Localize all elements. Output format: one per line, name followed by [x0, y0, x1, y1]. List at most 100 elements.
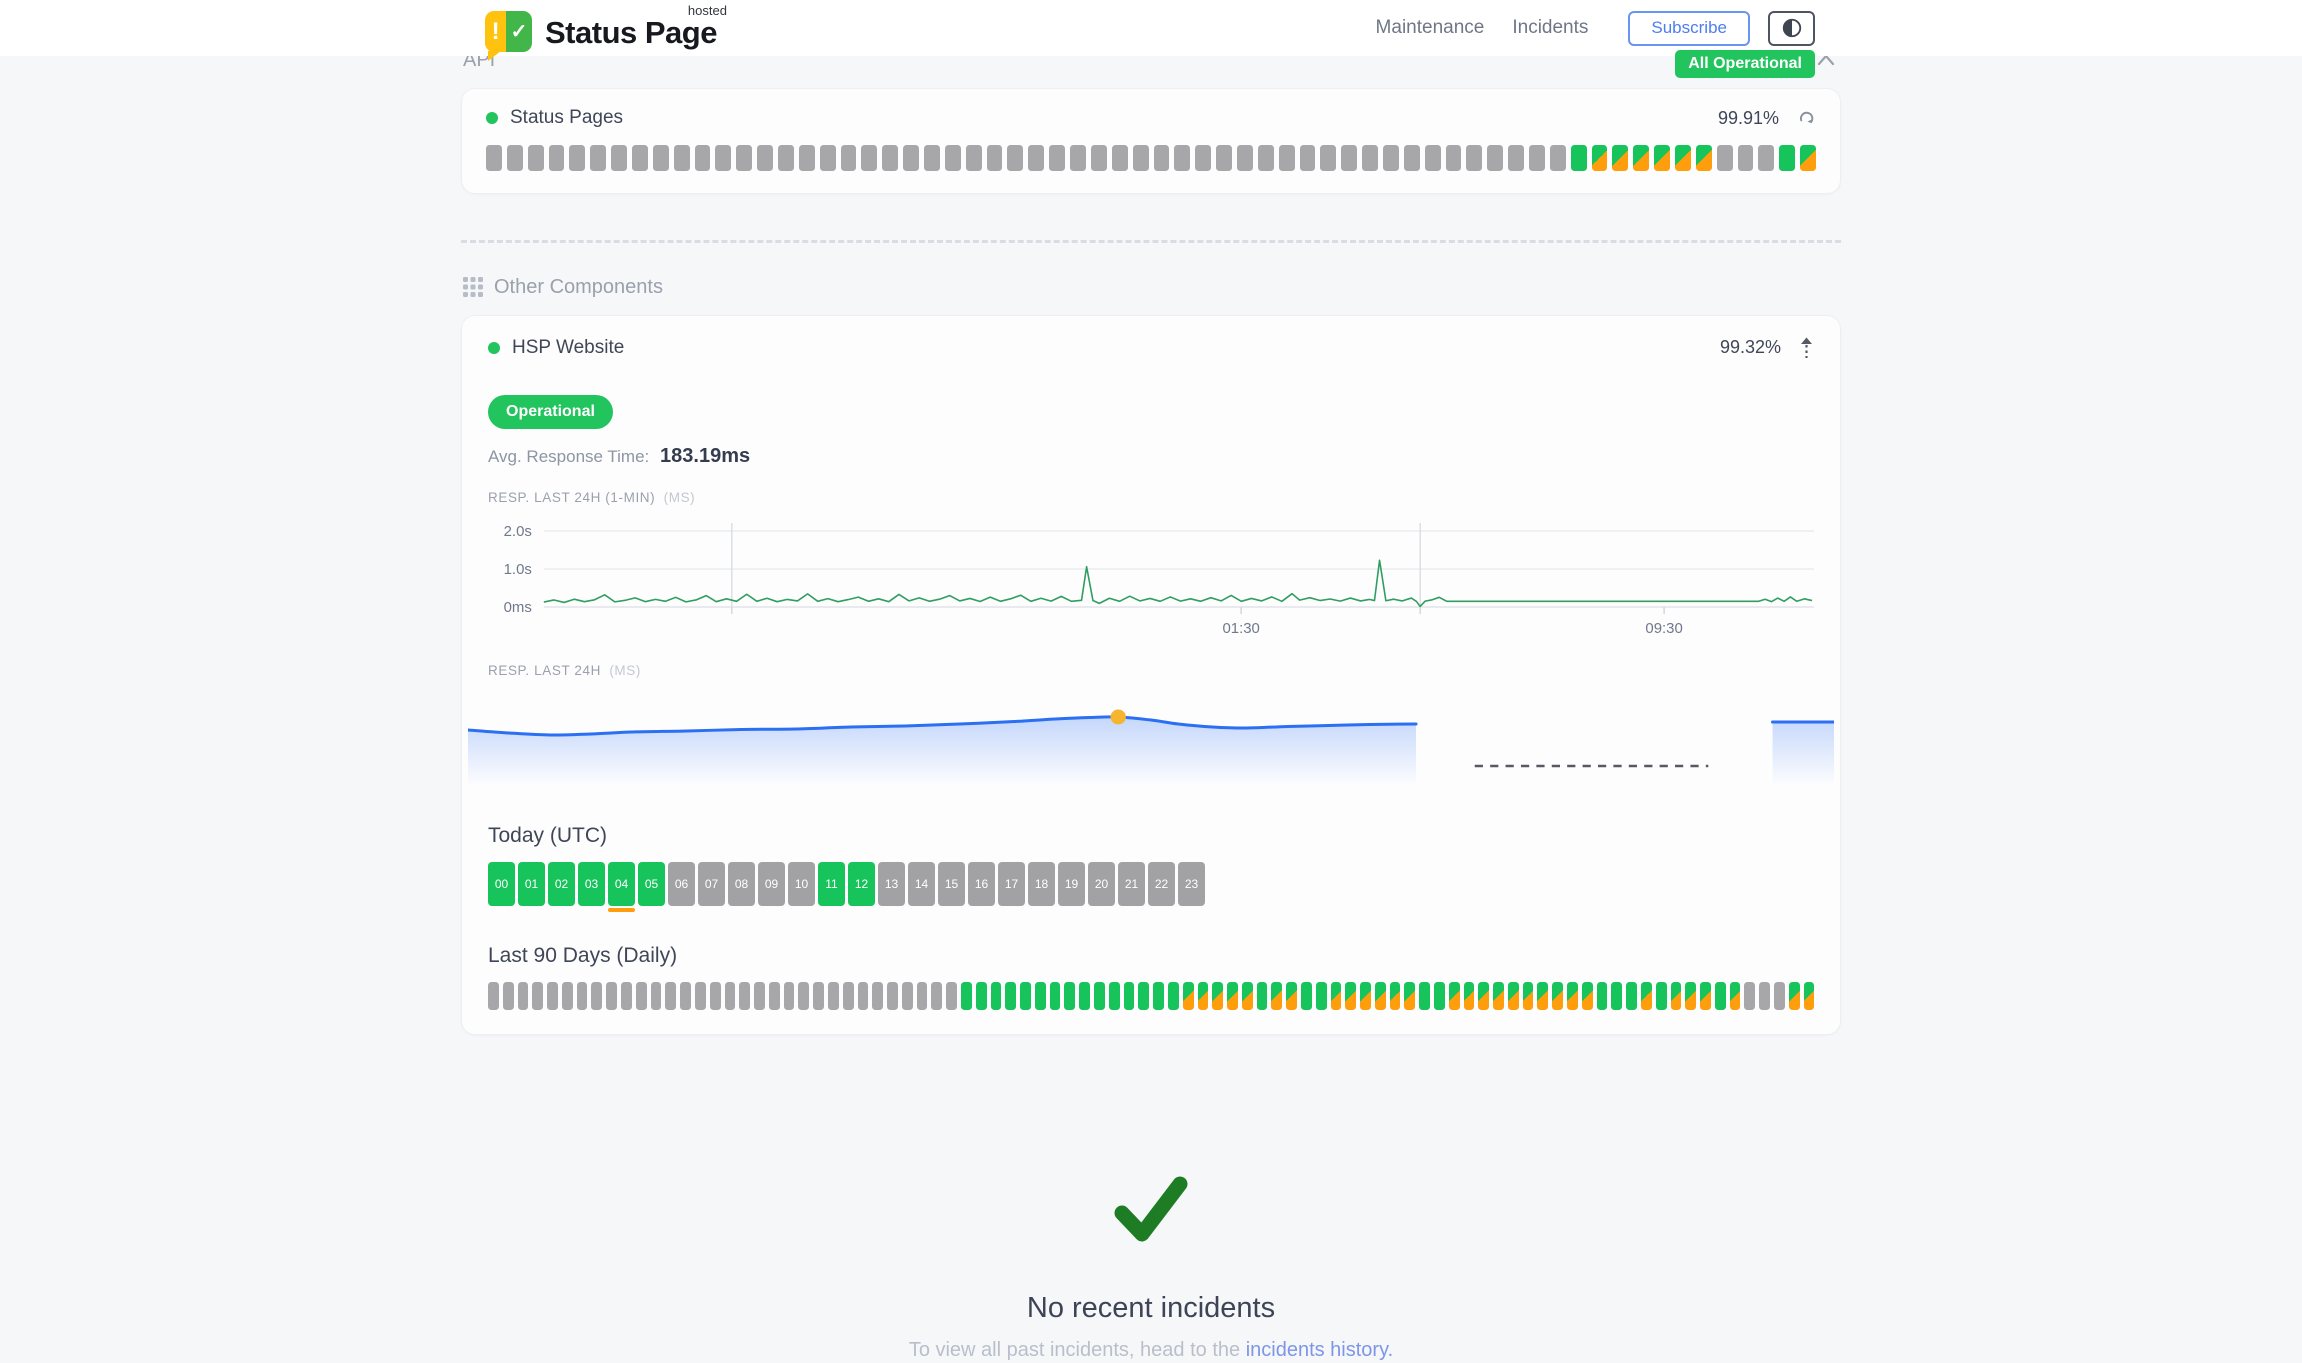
uptime-bar-gray[interactable]: [1487, 145, 1504, 171]
uptime-bar-gray[interactable]: [1424, 145, 1441, 171]
hour-cell-04[interactable]: 04: [608, 862, 635, 912]
uptime-bar-split[interactable]: [1685, 982, 1697, 1010]
uptime-bar-gray[interactable]: [757, 145, 774, 171]
uptime-bar-gray[interactable]: [986, 145, 1003, 171]
uptime-bar-gray[interactable]: [778, 145, 794, 171]
uptime-bar-gray[interactable]: [1362, 145, 1378, 171]
uptime-bar-gray[interactable]: [1174, 145, 1191, 171]
uptime-bar-gray[interactable]: [842, 982, 854, 1010]
uptime-bar-gray[interactable]: [1278, 145, 1295, 171]
uptime-bar-gray[interactable]: [561, 982, 573, 1010]
hour-cell-01[interactable]: 01: [518, 862, 545, 906]
uptime-bar-green[interactable]: [1779, 145, 1796, 171]
uptime-bar-green[interactable]: [975, 982, 987, 1010]
uptime-bar-gray[interactable]: [1236, 145, 1253, 171]
uptime-bar-green[interactable]: [1153, 982, 1164, 1010]
uptime-bar-gray[interactable]: [1445, 145, 1462, 171]
hour-cell-06[interactable]: 06: [668, 862, 695, 906]
uptime-bar-green[interactable]: [1434, 982, 1445, 1010]
uptime-bar-gray[interactable]: [632, 145, 648, 171]
uptime-bar-split[interactable]: [1493, 982, 1504, 1010]
uptime-bar-gray[interactable]: [783, 982, 795, 1010]
uptime-bar-gray[interactable]: [621, 982, 632, 1010]
uptime-bar-gray[interactable]: [724, 982, 736, 1010]
uptime-bar-split[interactable]: [1788, 982, 1800, 1010]
uptime-bar-split[interactable]: [1803, 982, 1815, 1010]
uptime-bar-green[interactable]: [1315, 982, 1327, 1010]
uptime-bar-gray[interactable]: [965, 145, 982, 171]
uptime-bar-split[interactable]: [1241, 982, 1253, 1010]
uptime-bar-gray[interactable]: [916, 982, 928, 1010]
uptime-bar-gray[interactable]: [736, 145, 753, 171]
uptime-bar-gray[interactable]: [931, 982, 943, 1010]
hour-cell-03[interactable]: 03: [578, 862, 605, 906]
uptime-bar-gray[interactable]: [813, 982, 824, 1010]
uptime-bar-gray[interactable]: [1049, 145, 1066, 171]
uptime-bar-gray[interactable]: [1549, 145, 1566, 171]
uptime-bar-gray[interactable]: [694, 145, 711, 171]
uptime-bar-split[interactable]: [1567, 982, 1578, 1010]
uptime-bar-gray[interactable]: [506, 145, 523, 171]
uptime-bar-gray[interactable]: [1758, 145, 1775, 171]
hour-cell-19[interactable]: 19: [1058, 862, 1085, 906]
uptime-bar-gray[interactable]: [611, 145, 628, 171]
uptime-bar-split[interactable]: [1522, 982, 1534, 1010]
hour-cell-09[interactable]: 09: [758, 862, 785, 906]
subscribe-button[interactable]: Subscribe: [1628, 10, 1750, 46]
uptime-bar-gray[interactable]: [591, 982, 603, 1010]
uptime-bar-green[interactable]: [1596, 982, 1608, 1010]
uptime-bar-gray[interactable]: [768, 982, 780, 1010]
uptime-bar-gray[interactable]: [1716, 145, 1733, 171]
hour-cell-12[interactable]: 12: [848, 862, 875, 906]
uptime-bar-gray[interactable]: [840, 145, 857, 171]
uptime-bar-split[interactable]: [1552, 982, 1564, 1010]
uptime-bar-split[interactable]: [1729, 982, 1741, 1010]
uptime-bar-green[interactable]: [1123, 982, 1135, 1010]
hour-cell-16[interactable]: 16: [968, 862, 995, 906]
uptime-bar-gray[interactable]: [680, 982, 691, 1010]
refresh-button[interactable]: [1797, 109, 1816, 128]
hour-cell-00[interactable]: 00: [488, 862, 515, 906]
uptime-bar-gray[interactable]: [486, 145, 502, 171]
uptime-bar-split[interactable]: [1654, 145, 1670, 171]
uptime-bar-gray[interactable]: [576, 982, 588, 1010]
uptime-bar-gray[interactable]: [1320, 145, 1337, 171]
uptime-bar-gray[interactable]: [861, 145, 878, 171]
hour-cell-05[interactable]: 05: [638, 862, 665, 906]
uptime-bar-green[interactable]: [961, 982, 972, 1010]
uptime-bar-gray[interactable]: [1773, 982, 1785, 1010]
uptime-bar-split[interactable]: [1345, 982, 1357, 1010]
nav-incidents[interactable]: Incidents: [1512, 17, 1589, 38]
uptime-bar-gray[interactable]: [901, 982, 913, 1010]
hour-cell-23[interactable]: 23: [1178, 862, 1205, 906]
hour-cell-07[interactable]: 07: [698, 862, 725, 906]
expand-details-button[interactable]: [1799, 336, 1814, 359]
uptime-bar-gray[interactable]: [798, 145, 815, 171]
uptime-bar-green[interactable]: [990, 982, 1002, 1010]
uptime-bar-gray[interactable]: [827, 982, 839, 1010]
uptime-bar-gray[interactable]: [527, 145, 544, 171]
collapse-section-button[interactable]: [1813, 50, 1839, 70]
uptime-bar-gray[interactable]: [819, 145, 836, 171]
uptime-bar-split[interactable]: [1404, 982, 1416, 1010]
uptime-bar-split[interactable]: [1581, 982, 1593, 1010]
uptime-bar-gray[interactable]: [547, 982, 558, 1010]
uptime-bar-gray[interactable]: [1382, 145, 1399, 171]
uptime-bar-green[interactable]: [1167, 982, 1179, 1010]
uptime-bar-split[interactable]: [1448, 982, 1460, 1010]
uptime-bar-gray[interactable]: [590, 145, 607, 171]
uptime-bar-gray[interactable]: [517, 982, 529, 1010]
uptime-bar-split[interactable]: [1640, 982, 1652, 1010]
uptime-bar-split[interactable]: [1227, 982, 1238, 1010]
uptime-bar-green[interactable]: [1419, 982, 1430, 1010]
uptime-bar-gray[interactable]: [1111, 145, 1128, 171]
uptime-bar-green[interactable]: [1108, 982, 1120, 1010]
uptime-bar-green[interactable]: [1655, 982, 1667, 1010]
uptime-bar-green[interactable]: [1034, 982, 1046, 1010]
uptime-bar-split[interactable]: [1286, 982, 1297, 1010]
uptime-bar-split[interactable]: [1271, 982, 1283, 1010]
hour-cell-17[interactable]: 17: [998, 862, 1025, 906]
uptime-bar-green[interactable]: [1138, 982, 1150, 1010]
uptime-bar-gray[interactable]: [1007, 145, 1024, 171]
uptime-bar-gray[interactable]: [1299, 145, 1316, 171]
